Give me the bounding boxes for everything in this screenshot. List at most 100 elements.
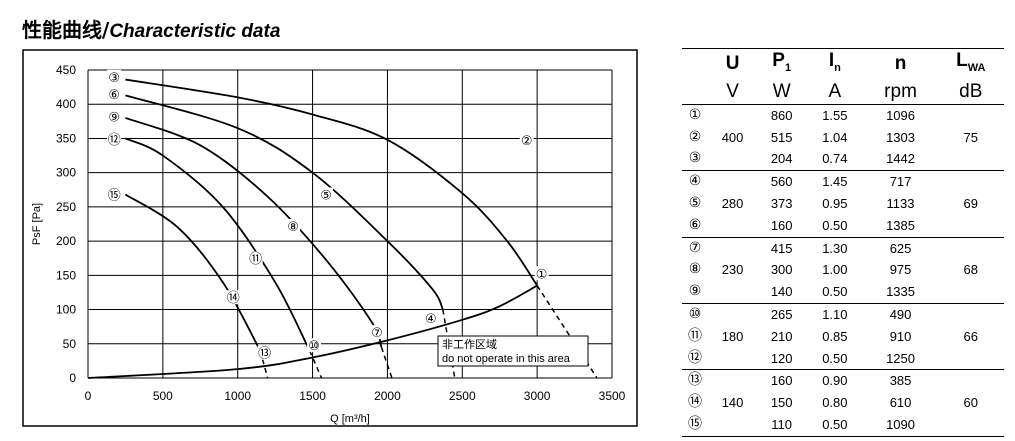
curve-fan xyxy=(125,137,311,352)
curve-fan xyxy=(125,78,538,287)
current-cell: 1.00 xyxy=(822,262,848,278)
header-subscript: 1 xyxy=(784,61,792,74)
voltage-cell xyxy=(708,281,758,304)
y-tick-label: 450 xyxy=(56,63,76,77)
sound-level-cell xyxy=(937,413,1004,437)
speed-cell: 1096 xyxy=(886,107,915,123)
table-row: ① 860 1.55 1096 xyxy=(682,104,1004,126)
curve-label-bg xyxy=(369,325,384,340)
curve-label-bg xyxy=(107,132,122,147)
table-row: ⑬ 160 0.90 385 xyxy=(682,370,1004,392)
header-unit: A xyxy=(806,79,864,105)
dashed-extension xyxy=(380,346,393,379)
sound-level-cell: 69 xyxy=(963,195,979,211)
row-id: ① xyxy=(688,106,702,123)
curve-label-bg xyxy=(286,219,301,234)
curve-label: ⑤ xyxy=(320,189,332,204)
curve-label-bg xyxy=(248,251,263,266)
power-cell: 150 xyxy=(770,395,793,411)
sound-level-cell xyxy=(937,281,1004,304)
speed-cell: 610 xyxy=(889,395,912,411)
table-row: ⑨ 140 0.50 1335 xyxy=(682,281,1004,304)
row-id: ⑦ xyxy=(688,239,702,256)
curve-label-bg xyxy=(107,86,122,101)
chart-frame xyxy=(22,49,638,427)
header-unit: V xyxy=(708,79,758,105)
current-cell: 0.50 xyxy=(806,347,864,371)
speed-cell: 1303 xyxy=(886,129,915,145)
current-cell: 0.50 xyxy=(806,413,864,437)
row-id: ② xyxy=(688,128,702,145)
row-id: ⑫ xyxy=(682,347,708,371)
header-unit: rpm xyxy=(863,79,938,105)
header-symbol: n xyxy=(863,47,938,80)
voltage-cell: 230 xyxy=(721,262,744,278)
table-row: ⑩ 265 1.10 490 xyxy=(682,303,1004,325)
current-cell: 0.50 xyxy=(806,214,864,238)
sound-level-cell xyxy=(938,104,1004,126)
x-tick-label: 2000 xyxy=(374,389,401,403)
current-cell: 1.10 xyxy=(822,306,848,322)
voltage-cell: 400 xyxy=(721,129,744,145)
curve-label: ⑬ xyxy=(258,347,271,362)
current-cell: 1.45 xyxy=(822,174,848,190)
current-cell: 0.74 xyxy=(806,148,864,172)
sound-level-cell xyxy=(938,370,1004,392)
row-id: ③ xyxy=(682,148,708,172)
sound-level-cell xyxy=(937,148,1004,172)
y-tick-label: 150 xyxy=(56,268,76,282)
voltage-cell xyxy=(708,214,758,238)
curve-label-bg xyxy=(226,290,241,305)
curve-label-bg xyxy=(107,109,122,124)
sound-level-cell xyxy=(938,171,1004,193)
curve-label: ⑫ xyxy=(108,133,121,148)
speed-cell: 975 xyxy=(889,262,912,278)
current-cell: 0.50 xyxy=(806,281,864,304)
speed-cell: 1250 xyxy=(863,347,938,371)
curve-fan xyxy=(124,193,261,352)
power-cell: 110 xyxy=(757,413,807,437)
curve-label-bg xyxy=(519,132,534,147)
y-tick-label: 350 xyxy=(56,131,76,145)
dashed-extension xyxy=(442,309,456,379)
annotation-en: do not operate in this area xyxy=(442,353,571,365)
voltage-cell xyxy=(708,171,757,193)
curve-label: ⑪ xyxy=(249,252,262,267)
curve-label: ④ xyxy=(425,312,437,327)
title-zh: 性能曲线/ xyxy=(22,18,110,42)
page-title: 性能曲线/Characteristic data xyxy=(22,14,280,43)
x-tick-label: 2500 xyxy=(449,389,476,403)
table-row: ⑤ 280 373 0.95 1133 69 xyxy=(682,193,1004,215)
header-unit: dB xyxy=(937,79,1004,105)
x-axis-label: Q [m³/h] xyxy=(330,413,370,425)
curve-label: ③ xyxy=(108,71,120,86)
sound-level-cell: 66 xyxy=(963,328,979,344)
speed-cell: 717 xyxy=(889,174,912,190)
x-tick-label: 1000 xyxy=(224,389,251,403)
power-cell: 210 xyxy=(770,328,793,344)
current-cell: 0.85 xyxy=(822,328,848,344)
sound-level-cell: 68 xyxy=(963,262,979,278)
table-row: ⑪ 180 210 0.85 910 66 xyxy=(682,326,1004,348)
power-cell: 204 xyxy=(757,148,807,172)
table-row: ⑮ 110 0.50 1090 xyxy=(682,413,1004,437)
table-row: ③ 204 0.74 1442 xyxy=(682,148,1004,172)
current-cell: 1.55 xyxy=(822,107,848,123)
table-row: ⑧ 230 300 1.00 975 68 xyxy=(682,259,1004,281)
speed-cell: 490 xyxy=(889,306,912,322)
row-id: ⑩ xyxy=(688,305,702,322)
power-cell: 160 xyxy=(757,214,807,238)
sound-level-cell: 60 xyxy=(963,395,979,411)
power-cell: 120 xyxy=(757,347,807,371)
y-tick-label: 300 xyxy=(56,166,76,180)
title-en: Characteristic data xyxy=(109,21,281,42)
curve-label: ⑦ xyxy=(371,326,383,341)
y-tick-label: 400 xyxy=(56,97,76,111)
power-cell: 415 xyxy=(770,240,793,256)
power-cell: 515 xyxy=(770,129,793,145)
voltage-cell: 280 xyxy=(721,195,744,211)
table-row: ⑥ 160 0.50 1385 xyxy=(682,214,1004,238)
voltage-cell xyxy=(708,148,758,172)
curve-label: ⑭ xyxy=(227,291,240,306)
speed-cell: 1335 xyxy=(863,281,938,304)
